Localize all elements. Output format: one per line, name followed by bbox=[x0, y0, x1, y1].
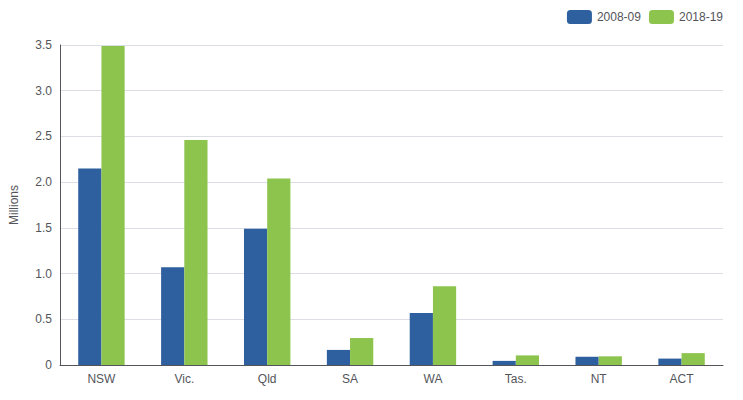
svg-text:2.5: 2.5 bbox=[35, 129, 52, 143]
svg-text:NSW: NSW bbox=[87, 372, 116, 386]
svg-text:2018-19: 2018-19 bbox=[679, 10, 723, 24]
svg-text:3.0: 3.0 bbox=[35, 84, 52, 98]
svg-text:WA: WA bbox=[423, 372, 442, 386]
svg-text:0.5: 0.5 bbox=[35, 312, 52, 326]
svg-text:Qld: Qld bbox=[258, 372, 277, 386]
svg-text:Vic.: Vic. bbox=[174, 372, 194, 386]
svg-text:Millions: Millions bbox=[7, 185, 21, 225]
svg-text:NT: NT bbox=[591, 372, 608, 386]
svg-text:Tas.: Tas. bbox=[505, 372, 527, 386]
svg-text:0: 0 bbox=[45, 358, 52, 372]
svg-text:SA: SA bbox=[342, 372, 358, 386]
svg-text:2008-09: 2008-09 bbox=[597, 10, 641, 24]
svg-text:1.5: 1.5 bbox=[35, 221, 52, 235]
svg-text:1.0: 1.0 bbox=[35, 267, 52, 281]
svg-text:ACT: ACT bbox=[670, 372, 695, 386]
svg-text:3.5: 3.5 bbox=[35, 38, 52, 52]
svg-text:2.0: 2.0 bbox=[35, 175, 52, 189]
